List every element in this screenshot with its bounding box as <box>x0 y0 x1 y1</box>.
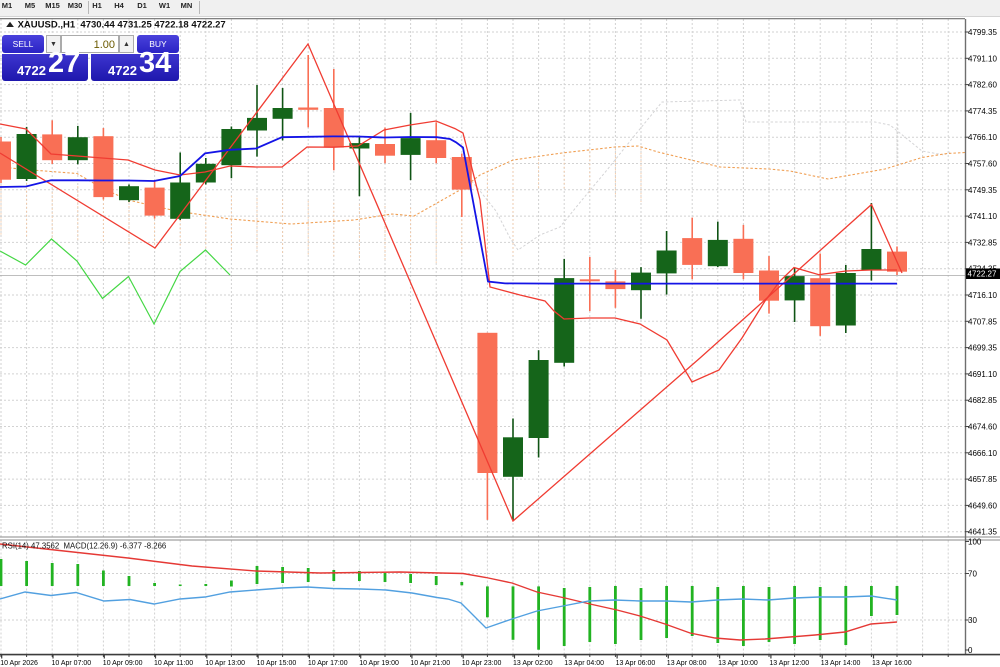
svg-text:4749.35: 4749.35 <box>968 186 997 195</box>
svg-text:4774.35: 4774.35 <box>968 107 997 116</box>
svg-text:4699.35: 4699.35 <box>968 344 997 353</box>
svg-text:4707.85: 4707.85 <box>968 317 997 326</box>
svg-text:13 Apr 04:00: 13 Apr 04:00 <box>564 660 604 667</box>
svg-text:10 Apr 15:00: 10 Apr 15:00 <box>257 660 297 667</box>
svg-text:10 Apr 11:00: 10 Apr 11:00 <box>154 660 193 667</box>
svg-text:4657.85: 4657.85 <box>968 475 997 484</box>
svg-text:10 Apr 17:00: 10 Apr 17:00 <box>308 660 348 667</box>
svg-text:4766.10: 4766.10 <box>968 133 997 142</box>
svg-text:10 Apr 19:00: 10 Apr 19:00 <box>359 660 399 667</box>
svg-text:0: 0 <box>968 646 973 655</box>
svg-text:4722.27: 4722.27 <box>968 269 997 278</box>
svg-text:10 Apr 23:00: 10 Apr 23:00 <box>462 660 502 667</box>
svg-text:10 Apr 2026: 10 Apr 2026 <box>0 660 38 667</box>
svg-text:RSI(14) 47.3562 MACD(12.26.9): RSI(14) 47.3562 MACD(12.26.9) -6.377 -8.… <box>2 542 166 551</box>
svg-text:10 Apr 09:00: 10 Apr 09:00 <box>103 660 143 667</box>
svg-text:4641.35: 4641.35 <box>968 528 997 537</box>
svg-text:10 Apr 21:00: 10 Apr 21:00 <box>410 660 450 667</box>
svg-text:70: 70 <box>968 570 977 579</box>
svg-text:4674.60: 4674.60 <box>968 423 997 432</box>
svg-text:4782.60: 4782.60 <box>968 81 997 90</box>
svg-text:13 Apr 08:00: 13 Apr 08:00 <box>667 660 707 667</box>
svg-text:13 Apr 02:00: 13 Apr 02:00 <box>513 660 553 667</box>
svg-text:10 Apr 07:00: 10 Apr 07:00 <box>52 660 92 667</box>
svg-text:30: 30 <box>968 616 977 625</box>
svg-text:XAUUSD.,H1 4730.44 4731.25 47: XAUUSD.,H1 4730.44 4731.25 4722.18 4722.… <box>18 20 226 31</box>
svg-text:13 Apr 16:00: 13 Apr 16:00 <box>872 660 912 667</box>
svg-text:4691.10: 4691.10 <box>968 370 997 379</box>
svg-text:4649.60: 4649.60 <box>968 501 997 510</box>
svg-text:4799.35: 4799.35 <box>968 28 997 37</box>
svg-text:13 Apr 06:00: 13 Apr 06:00 <box>616 660 656 667</box>
svg-text:4716.10: 4716.10 <box>968 291 997 300</box>
svg-text:4682.85: 4682.85 <box>968 396 997 405</box>
svg-text:4757.60: 4757.60 <box>968 160 997 169</box>
svg-text:4791.10: 4791.10 <box>968 54 997 63</box>
svg-text:13 Apr 10:00: 13 Apr 10:00 <box>718 660 758 667</box>
svg-text:4732.85: 4732.85 <box>968 238 997 247</box>
svg-text:4741.10: 4741.10 <box>968 212 997 221</box>
svg-text:4666.10: 4666.10 <box>968 449 997 458</box>
svg-text:13 Apr 14:00: 13 Apr 14:00 <box>821 660 861 667</box>
svg-text:10 Apr 13:00: 10 Apr 13:00 <box>205 660 245 667</box>
svg-text:100: 100 <box>968 538 982 547</box>
svg-text:13 Apr 12:00: 13 Apr 12:00 <box>769 660 809 667</box>
